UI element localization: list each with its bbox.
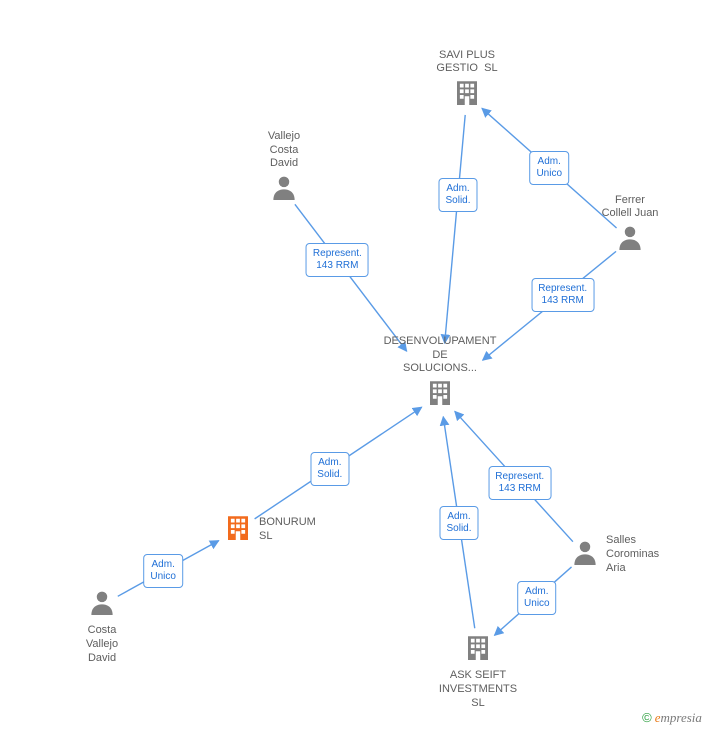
edge-line <box>482 108 617 228</box>
copyright-symbol: © <box>642 710 652 725</box>
edge-line <box>483 251 616 360</box>
edge-line <box>445 115 466 343</box>
brand-rest: mpresia <box>660 710 701 725</box>
edge-line <box>295 204 407 351</box>
edge-line <box>443 417 475 628</box>
watermark: ©empresia <box>642 710 702 726</box>
edge-line <box>118 541 219 597</box>
edge-line <box>494 567 571 635</box>
edge-line <box>455 411 573 541</box>
edge-line <box>255 407 422 519</box>
diagram-canvas <box>0 0 728 740</box>
